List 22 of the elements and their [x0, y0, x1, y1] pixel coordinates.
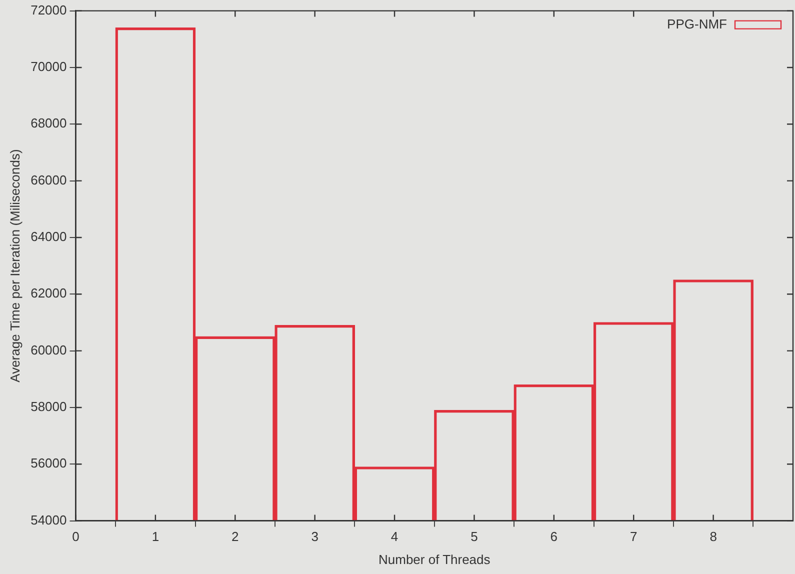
- y-tick-label: 66000: [30, 172, 67, 188]
- x-tick-label: 8: [710, 529, 717, 544]
- y-tick-label: 60000: [30, 342, 67, 358]
- x-tick-label: 1: [152, 529, 160, 544]
- x-tick-label: 6: [550, 529, 558, 544]
- y-tick-label: 58000: [30, 399, 67, 414]
- x-tick-label: 4: [390, 529, 398, 544]
- y-tick-label: 68000: [30, 116, 67, 131]
- x-tick-label: 7: [630, 529, 638, 544]
- x-tick-label: 3: [311, 529, 318, 544]
- y-axis-title: Average Time per Iteration (Miliseconds): [7, 149, 22, 382]
- y-tick-label: 70000: [30, 59, 67, 74]
- y-tick-label: 54000: [30, 512, 67, 528]
- y-tick-label: 72000: [30, 2, 67, 18]
- legend-label: PPG-NMF: [667, 16, 728, 32]
- y-tick-label: 62000: [30, 286, 67, 301]
- x-tick-label: 0: [72, 529, 80, 544]
- x-axis-title: Number of Threads: [378, 552, 491, 567]
- y-tick-label: 64000: [30, 229, 67, 244]
- x-tick-label: 2: [232, 529, 239, 544]
- y-tick-label: 56000: [30, 456, 67, 471]
- x-tick-label: 5: [470, 529, 478, 544]
